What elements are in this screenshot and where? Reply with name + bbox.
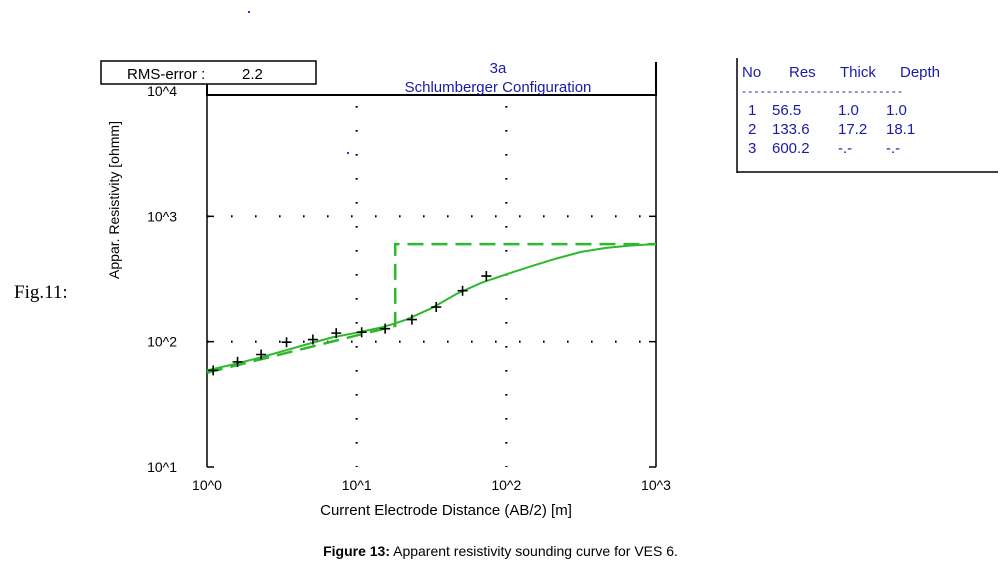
figure-caption: Figure 13: Apparent resistivity sounding… [0,543,1001,559]
y-tick-label: 10^2 [147,334,177,350]
table-cell: 1.0 [838,102,859,119]
y-axis-label: Appar. Resistivity [ohmm] [106,121,122,279]
x-tick-label: 10^3 [641,477,671,493]
figure-label: Fig.11: [14,282,68,303]
y-tick-label: 10^4 [147,83,177,99]
model-curves [206,242,657,374]
table-cell: 17.2 [838,121,867,138]
x-axis-label: Current Electrode Distance (AB/2) [m] [320,502,572,519]
table-cell: -.- [838,140,852,157]
table-cell: -.- [886,140,900,157]
caption-label: Figure 13: [323,543,390,559]
chart-subtitle: Schlumberger Configuration [405,79,592,96]
chart-title: 3a [490,60,507,77]
observed-point [281,337,292,348]
table-cell: 3 [748,140,756,157]
layered-model-line [206,242,656,374]
table-cell: 1.0 [886,102,907,119]
speck [347,152,349,154]
table-separator: -------------------------- [742,84,902,98]
rms-error-box [100,60,317,85]
x-tick-label: 10^1 [342,477,372,493]
table-cell: 2 [748,121,756,138]
x-tick-label: 10^0 [192,477,222,493]
axis-ticks [207,215,656,468]
table-cell: 600.2 [772,140,810,157]
observed-point [331,328,342,339]
observed-point [208,365,219,376]
calculated-curve [206,243,657,372]
table-header: Depth [900,64,940,81]
observed-point [307,334,318,345]
grid [207,106,656,467]
table-header: Thick [840,64,876,81]
tick-labels: 10^1 10^2 10^3 10^4 10^0 10^1 10^2 10^3 [147,83,671,493]
layer-table: No Res Thick Depth -------------------------… [742,64,940,157]
caption-text: Apparent resistivity sounding curve for … [389,543,678,559]
rms-error-value: 2.2 [242,66,263,83]
table-cell: 1 [748,102,756,119]
observed-point [380,323,391,334]
table-cell: 56.5 [772,102,801,119]
observed-points [208,271,492,376]
table-cell: 18.1 [886,121,915,138]
speck [248,11,250,13]
table-cell: 133.6 [772,121,810,138]
table-header: Res [789,64,816,81]
observed-point [457,285,468,296]
y-tick-label: 10^3 [147,208,177,224]
rms-error-label: RMS-error : [127,66,205,83]
y-tick-label: 10^1 [147,459,177,475]
x-tick-label: 10^2 [491,477,521,493]
observed-point [406,314,417,325]
observed-point [256,349,267,360]
table-header: No [742,64,761,81]
observed-point [481,271,492,282]
observed-point [431,302,442,313]
observed-point [356,327,367,338]
observed-point [232,356,243,367]
